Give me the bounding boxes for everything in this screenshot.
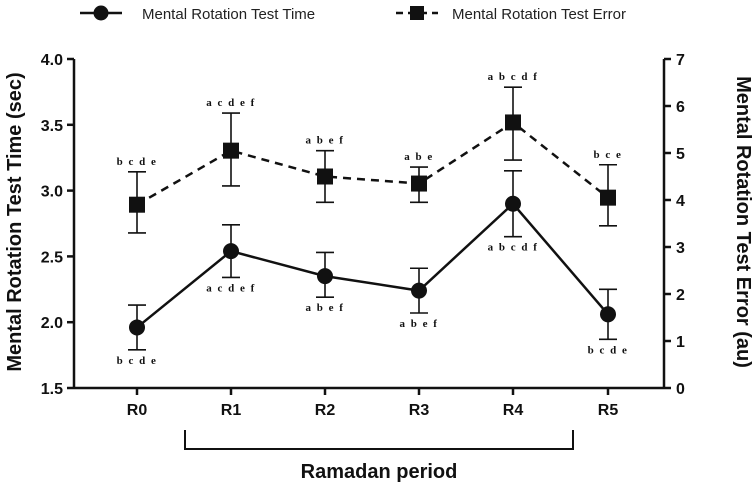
- right-tick-label: 1: [676, 334, 685, 351]
- left-axis-ticks: 1.5 2.0 2.5 3.0 3.5 4.0: [41, 52, 74, 398]
- left-tick-label: 3.5: [41, 118, 63, 135]
- x-tick-label: R4: [503, 402, 524, 419]
- series-test-error: b c d e a c d e f a b e f a b e a b c d f b c…: [117, 71, 623, 234]
- right-tick-label: 5: [676, 146, 685, 163]
- right-tick-label: 0: [676, 381, 685, 398]
- right-tick-label: 3: [676, 240, 685, 257]
- significance-label: a c d e f: [206, 97, 256, 109]
- left-tick-label: 2.0: [41, 315, 63, 332]
- data-point: [223, 243, 239, 260]
- data-point: [600, 306, 616, 323]
- series-line: [136, 120, 609, 206]
- right-tick-label: 2: [676, 287, 685, 304]
- data-point: [223, 142, 239, 159]
- x-tick-label: R0: [127, 402, 148, 419]
- x-tick-label: R2: [315, 402, 336, 419]
- left-tick-label: 2.5: [41, 249, 63, 266]
- legend: Mental Rotation Test Time Mental Rotatio…: [80, 5, 626, 23]
- left-tick-label: 3.0: [41, 184, 63, 201]
- ramadan-bracket: [184, 430, 574, 450]
- significance-label: a b e f: [306, 302, 345, 314]
- legend-error-label: Mental Rotation Test Error: [452, 6, 626, 23]
- significance-label: a b c d f: [488, 242, 539, 254]
- left-tick-label: 1.5: [41, 381, 63, 398]
- x-tick-label: R5: [598, 402, 619, 419]
- data-point: [129, 196, 145, 213]
- legend-time-label: Mental Rotation Test Time: [142, 6, 315, 23]
- significance-label: a b c d f: [488, 71, 539, 83]
- x-tick-label: R3: [409, 402, 430, 419]
- right-axis-title: Mental Rotation Test Error (au): [732, 76, 754, 368]
- right-tick-label: 4: [676, 193, 685, 210]
- right-axis-ticks: 0 1 2 3 4 5 6 7: [664, 52, 685, 398]
- data-point: [600, 189, 616, 206]
- data-point: [505, 114, 521, 131]
- series-test-time: b c d e a c d e f a b e f a b e f a b c d f b…: [117, 170, 629, 367]
- series-line: [136, 201, 609, 329]
- right-tick-label: 6: [676, 99, 685, 116]
- significance-label: a c d e f: [206, 282, 256, 294]
- data-point: [505, 195, 521, 212]
- data-point: [411, 282, 427, 299]
- significance-label: a b e: [404, 151, 434, 163]
- data-point: [317, 168, 333, 185]
- data-point: [317, 268, 333, 285]
- significance-label: a b e f: [306, 135, 345, 147]
- significance-label: b c d e: [117, 156, 158, 168]
- ramadan-period-label: Ramadan period: [301, 461, 458, 483]
- legend-error-marker: [410, 6, 424, 20]
- significance-label: b c d e: [117, 355, 158, 367]
- data-point: [129, 319, 145, 336]
- legend-time-marker: [93, 5, 109, 21]
- significance-label: b c e: [594, 149, 623, 161]
- left-axis-title: Mental Rotation Test Time (sec): [4, 72, 26, 371]
- x-tick-label: R1: [221, 402, 242, 419]
- significance-label: b c d e: [588, 344, 629, 356]
- significance-label: a b e f: [400, 318, 439, 330]
- data-point: [411, 175, 427, 192]
- x-axis-ticks: R0 R1 R2 R3 R4 R5: [127, 388, 619, 419]
- left-tick-label: 4.0: [41, 52, 63, 69]
- right-tick-label: 7: [676, 52, 685, 69]
